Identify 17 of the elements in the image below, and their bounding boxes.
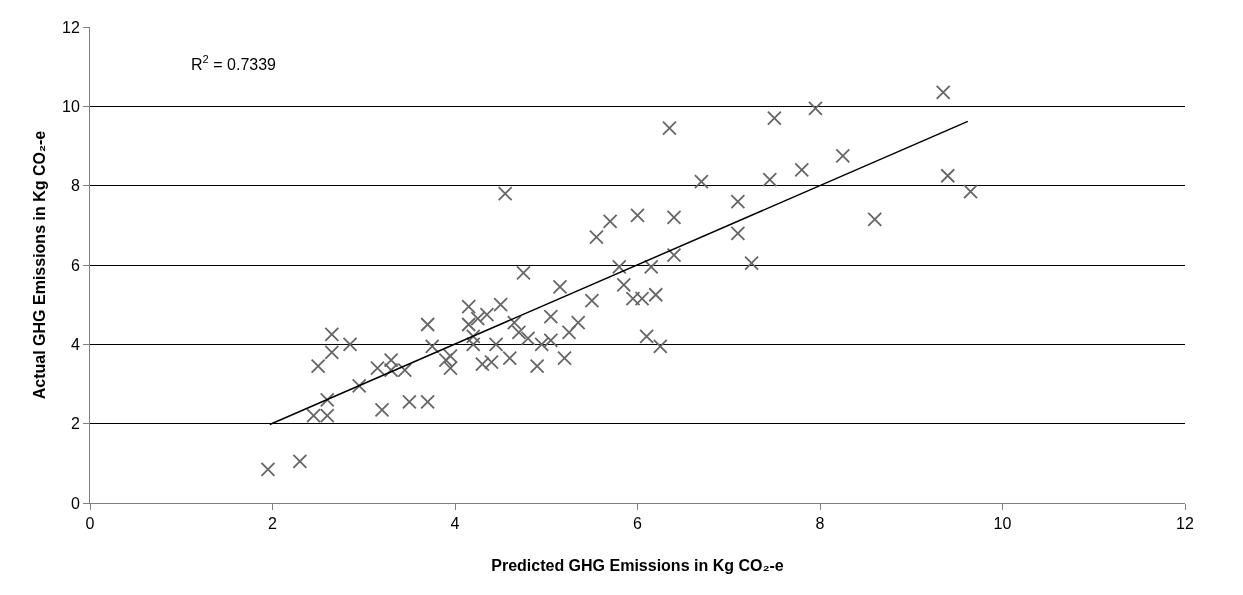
x-tick-label: 8 (815, 515, 825, 533)
x-tick-label: 6 (633, 515, 643, 533)
y-tick-label: 10 (62, 97, 80, 115)
x-tick-label: 10 (993, 515, 1012, 533)
x-tick-label: 4 (450, 515, 460, 533)
y-tick-label: 0 (70, 494, 80, 512)
x-axis-title: Predicted GHG Emissions in Kg CO₂-e (491, 556, 784, 574)
y-axis-title: Actual GHG Emissions in Kg CO₂-e (30, 130, 48, 400)
y-tick-label: 8 (70, 177, 80, 195)
y-tick-label: 12 (62, 18, 80, 36)
x-tick-label: 0 (85, 515, 95, 533)
y-tick-label: 4 (70, 335, 80, 353)
annotation: R$^{2}$ = 0.7339 (191, 53, 277, 73)
x-tick-label: 12 (1176, 515, 1194, 533)
y-tick-label: 2 (70, 415, 80, 433)
y-tick-label: 6 (70, 256, 80, 274)
x-tick-label: 2 (268, 515, 278, 533)
